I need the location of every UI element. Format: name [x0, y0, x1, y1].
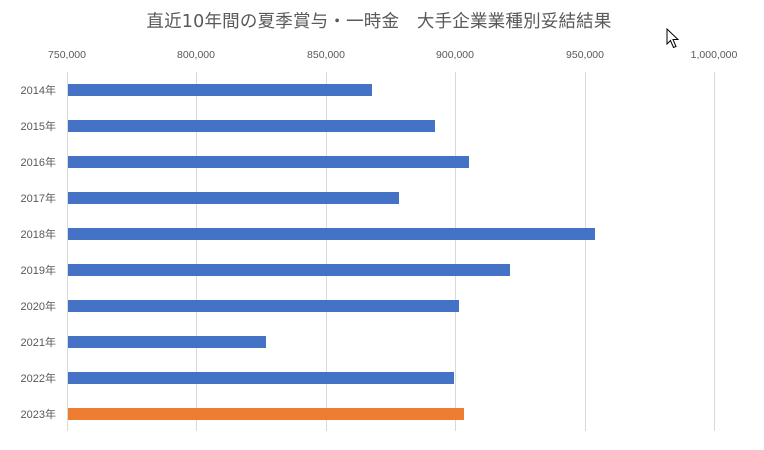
x-tick-label: 800,000 [177, 49, 215, 61]
y-tick-label: 2019年 [20, 265, 56, 277]
y-tick-label: 2016年 [20, 157, 56, 169]
bar-2022年 [68, 372, 454, 384]
bar-2017年 [68, 192, 400, 204]
gridline [196, 72, 197, 431]
y-tick-label: 2021年 [20, 337, 56, 349]
chart-title: 直近10年間の夏季賞与・一時金 大手企業業種別妥結結果 [146, 12, 612, 32]
gridline [326, 72, 327, 431]
x-tick-label: 900,000 [436, 49, 474, 61]
x-tick-label: 750,000 [48, 49, 86, 61]
gridline [585, 72, 586, 431]
y-tick-label: 2020年 [20, 301, 56, 313]
mouse-pointer-icon [666, 28, 680, 49]
bar-2018年 [68, 228, 595, 240]
bar-2016年 [68, 156, 469, 168]
bar-2014年 [68, 84, 373, 96]
x-tick-label: 850,000 [307, 49, 345, 61]
bar-2019年 [68, 264, 511, 276]
x-tick-label: 950,000 [566, 49, 604, 61]
y-tick-label: 2023年 [20, 409, 56, 421]
bar-2015年 [68, 120, 435, 132]
y-tick-label: 2018年 [20, 229, 56, 241]
y-tick-label: 2015年 [20, 121, 56, 133]
bar-2023年 [68, 408, 464, 420]
x-tick-label: 1,000,000 [690, 49, 738, 61]
bar-2021年 [68, 336, 267, 348]
bar-2020年 [68, 300, 460, 312]
gridline [455, 72, 456, 431]
gridline [714, 72, 715, 431]
y-tick-label: 2017年 [20, 193, 56, 205]
y-axis-line [67, 72, 68, 431]
y-tick-label: 2022年 [20, 373, 56, 385]
y-tick-label: 2014年 [20, 85, 56, 97]
